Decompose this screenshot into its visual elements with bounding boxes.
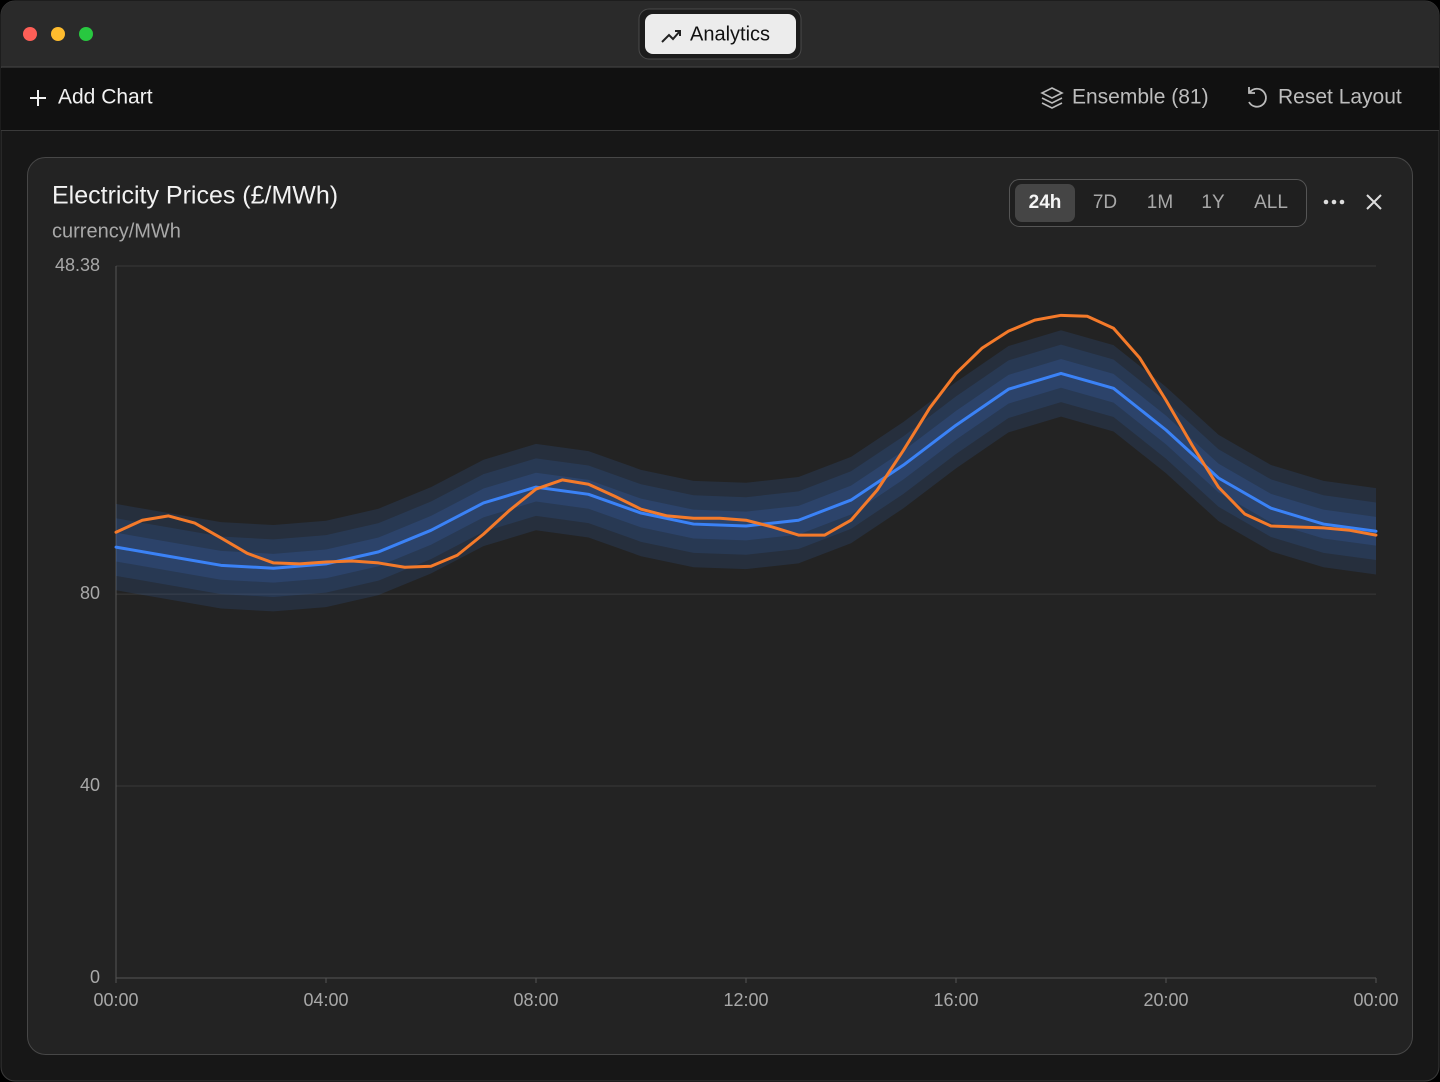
close-window[interactable] bbox=[23, 27, 37, 41]
window-title: Analytics bbox=[690, 23, 770, 45]
range-button[interactable]: 24h bbox=[1029, 192, 1062, 213]
range-button[interactable]: 1Y bbox=[1201, 192, 1225, 213]
ensemble-band bbox=[116, 344, 1376, 597]
ensemble-band bbox=[116, 330, 1376, 612]
add-chart-button[interactable]: Add Chart bbox=[58, 86, 153, 109]
layers-icon bbox=[1040, 87, 1064, 109]
y-tick-label: 40 bbox=[80, 775, 100, 795]
x-tick-label: 04:00 bbox=[303, 990, 348, 1010]
reset-layout-button[interactable]: Reset Layout bbox=[1278, 86, 1402, 109]
range-button[interactable]: ALL bbox=[1254, 192, 1288, 213]
y-tick-label: 80 bbox=[80, 583, 100, 603]
range-selector bbox=[1009, 179, 1307, 227]
range-selected-bg[interactable] bbox=[1015, 184, 1075, 222]
toolbar bbox=[1, 68, 1439, 130]
chart-card bbox=[27, 157, 1413, 1055]
trend-icon bbox=[661, 30, 681, 43]
range-button[interactable]: 7D bbox=[1093, 192, 1117, 213]
zoom-window[interactable] bbox=[79, 27, 93, 41]
ensemble-band bbox=[116, 358, 1376, 583]
reset-icon bbox=[1248, 87, 1267, 108]
x-tick-label: 00:00 bbox=[93, 990, 138, 1010]
more-button[interactable] bbox=[1323, 199, 1345, 205]
range-button[interactable]: 1M bbox=[1147, 192, 1173, 213]
plus-icon bbox=[30, 90, 46, 106]
series-line bbox=[114, 313, 1378, 569]
x-tick-label: 08:00 bbox=[513, 990, 558, 1010]
close-chart-button[interactable] bbox=[1366, 194, 1382, 210]
x-tick-label: 16:00 bbox=[933, 990, 978, 1010]
chart-subtitle: currency/MWh bbox=[52, 220, 181, 242]
plot: 48.38 0 40 80 00:00 04:00 08:00 12:00 16:00 20:00… bbox=[55, 255, 1399, 1010]
ensemble-button[interactable]: Ensemble (81) bbox=[1072, 86, 1209, 109]
x-tick-label: 12:00 bbox=[723, 990, 768, 1010]
y-axis-top-label: 48.38 bbox=[55, 255, 100, 275]
x-tick-label: 20:00 bbox=[1143, 990, 1188, 1010]
x-tick-label: 00:00 bbox=[1353, 990, 1398, 1010]
y-tick-label: 0 bbox=[90, 967, 100, 987]
series-line bbox=[114, 371, 1378, 570]
minimize-window[interactable] bbox=[51, 27, 65, 41]
analytics-tab[interactable] bbox=[645, 14, 796, 54]
chart-title: Electricity Prices (£/MWh) bbox=[52, 182, 338, 210]
